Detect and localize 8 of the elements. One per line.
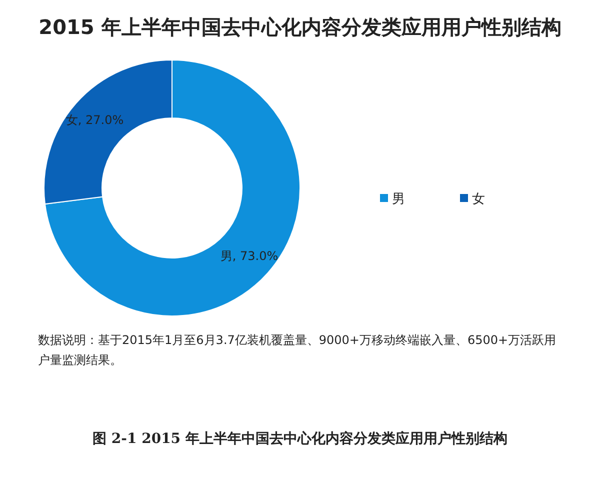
chart-title: 2015 年上半年中国去中心化内容分发类应用用户性别结构 xyxy=(38,14,562,41)
data-label: 男, 73.0% xyxy=(220,249,278,264)
text: 数据说明：基于2015年1月至6月3.7亿装机覆盖量、9000+万移动终端嵌入量、6500+万活跃用户量监测结果。 xyxy=(38,332,558,369)
legend-label: 男 xyxy=(392,192,405,207)
data-label: 女, 27.0% xyxy=(66,112,124,127)
caption: 图 2-1 2015 年上半年中国去中心化内容分发类应用用户性别结构 xyxy=(92,430,508,448)
legend-label: 女 xyxy=(472,192,485,207)
donut-slice xyxy=(44,60,300,316)
